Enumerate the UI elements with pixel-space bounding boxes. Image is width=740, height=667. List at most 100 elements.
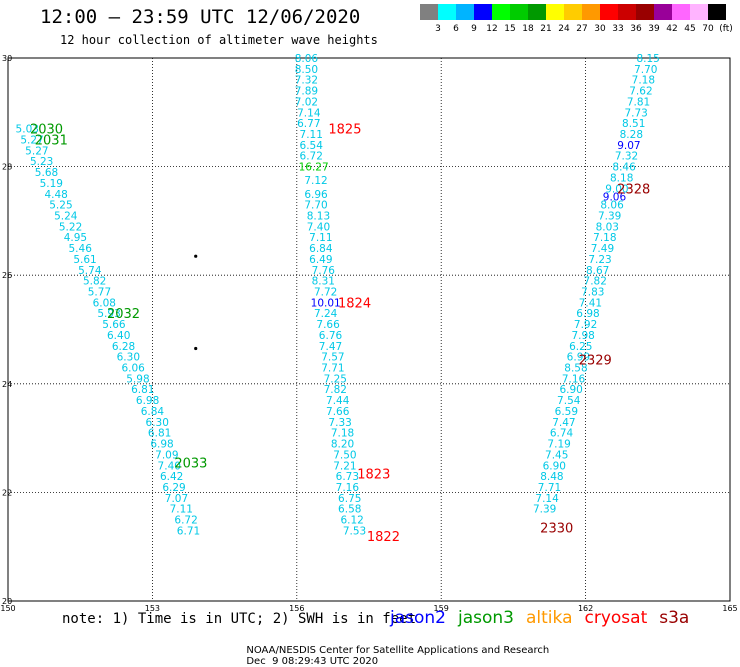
footer-note: note: 1) Time is in UTC; 2) SWH is in fe… [62,611,417,627]
wave-height-point: 7.16 [336,482,360,494]
color-swatch-label: 18 [522,24,534,34]
color-scale-unit: (ft) [719,24,733,34]
pass-time-label: 1823 [357,467,390,482]
wave-height-point: 5.27 [25,145,48,157]
wave-height-point: 6.12 [340,515,363,527]
wave-height-point: 8.13 [307,210,330,222]
wave-height-point: 6.30 [146,417,169,429]
credit-text: NOAA/NESDIS Center for Satellite Applica… [246,645,550,656]
wave-height-point: 8.31 [312,276,335,288]
wave-height-point: 7.11 [170,504,193,516]
wave-height-point: 7.24 [314,308,338,320]
wave-height-point: 7.92 [574,319,597,331]
wave-height-point: 7.49 [591,243,614,255]
wave-height-point: 7.66 [326,406,350,418]
wave-height-point: 5.77 [88,286,111,298]
pass-time-label: 2032 [107,307,140,322]
data-dot [194,346,198,351]
wave-height-point: 7.11 [309,232,332,244]
wave-height-point: 7.66 [316,319,340,331]
wave-height-point: 6.25 [569,341,592,353]
wave-height-point: 6.08 [93,297,116,309]
color-swatch [600,4,618,20]
generation-timestamp: Dec 9 08:29:43 UTC 2020 [246,656,379,667]
wave-height-point: 8.51 [622,118,645,130]
color-swatch [492,4,510,20]
wave-height-point: 6.28 [112,341,135,353]
wave-height-point: 9.07 [617,140,640,152]
wave-height-point: 6.75 [338,493,361,505]
pass-time-label: 2031 [35,133,68,148]
pass-time-label: 1822 [367,530,400,545]
satellite-legend: jason2 jason3 altika cryosat s3a [390,608,701,628]
wave-height-point: 8.03 [596,221,619,233]
color-swatch [708,4,726,20]
wave-height-point: 7.82 [584,276,607,288]
color-swatch [510,4,528,20]
wave-height-point: 6.90 [559,384,582,396]
wave-height-point: 7.19 [547,439,570,451]
y-tick-label: 24 [2,380,12,389]
wave-height-point: 8.28 [620,129,643,141]
wave-height-point: 7.83 [581,286,604,298]
wave-height-point: 7.07 [165,493,188,505]
color-swatch-label: 6 [453,24,459,34]
wave-height-point: 7.71 [321,363,344,375]
wave-height-point: 6.77 [297,118,320,130]
wave-height-point: 8.06 [600,200,624,212]
wave-height-point: 6.84 [141,406,165,418]
wave-height-point: 5.03 [16,124,39,136]
wave-height-point: 7.21 [333,460,356,472]
color-swatch [564,4,582,20]
wave-height-point: 7.32 [295,75,318,87]
x-tick-label: 159 [434,604,449,613]
wave-height-point: 7.70 [304,200,327,212]
credit-line: NOAA/NESDIS Center for Satellite Applica… [240,634,567,667]
color-swatch-label: 42 [666,24,678,34]
wave-height-point: 6.06 [121,363,145,375]
wave-height-point: 7.73 [624,107,647,119]
wave-height-point: 10.01 [311,297,341,309]
wave-height-point: 6.73 [336,471,359,483]
wave-height-point: 7.41 [579,297,602,309]
wave-height-point: 7.53 [343,525,366,537]
wave-height-point: 7.14 [297,107,321,119]
wave-height-point: 8.06 [295,53,319,65]
color-swatch-label: 12 [486,24,498,34]
wave-height-point: 8.15 [636,53,659,65]
wave-height-point: 7.62 [629,86,652,98]
color-swatch [420,4,438,20]
wave-height-point: 5.82 [83,276,106,288]
plot-frame [7,57,731,602]
wave-height-point: 8.20 [331,439,354,451]
wave-height-point: 7.40 [307,221,330,233]
x-tick-label: 165 [722,604,737,613]
x-tick-label: 150 [0,604,15,613]
wave-height-point: 6.49 [309,254,332,266]
color-swatch [618,4,636,20]
color-swatch-label: 24 [558,24,570,34]
wave-height-point: 7.12 [304,175,327,187]
y-tick-label: 22 [2,488,12,497]
color-swatch [582,4,600,20]
wave-height-point: 7.18 [632,75,655,87]
wave-height-point: 7.81 [627,96,650,108]
wave-height-point: 6.42 [160,471,183,483]
wave-height-point: 7.47 [319,341,342,353]
wave-height-point: 16.27 [299,162,329,174]
wave-height-point: 6.29 [162,482,185,494]
wave-height-point: 8.18 [610,172,633,184]
pass-time-label: 2033 [174,457,207,472]
color-swatch-label: 9 [471,24,477,34]
color-swatch-label: 45 [684,24,696,34]
pass-time-label: 1824 [338,296,371,311]
satellite-s3a: s3a [659,608,690,628]
wave-height-point: 4.95 [64,232,87,244]
wave-height-point: 6.72 [174,515,197,527]
wave-height-point: 7.02 [295,96,318,108]
wave-height-point: 6.96 [304,189,328,201]
wave-height-point: 7.32 [615,151,638,163]
wave-height-point: 5.66 [102,319,126,331]
wave-height-point: 8.67 [586,265,609,277]
wave-height-point: 5.68 [35,167,58,179]
